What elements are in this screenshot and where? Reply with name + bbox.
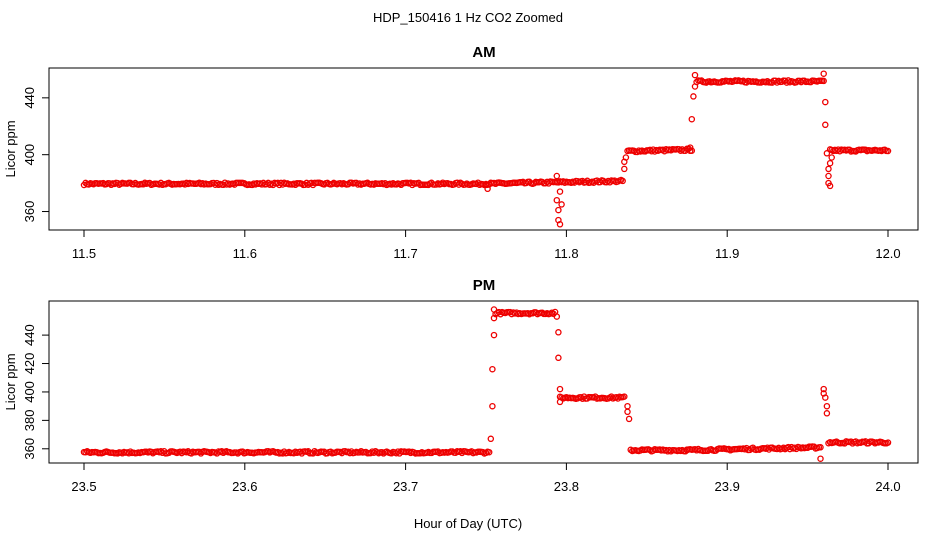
data-point: [691, 71, 699, 79]
data-point: [825, 172, 832, 180]
data-point: [820, 77, 827, 85]
data-point: [688, 115, 696, 123]
data-point: [556, 398, 564, 406]
data-point: [817, 455, 824, 462]
y-axis-label-pm: Licor ppm: [3, 353, 18, 410]
data-point: [484, 185, 491, 193]
data-point: [555, 354, 562, 362]
figure-title: HDP_150416 1 Hz CO2 Zoomed: [373, 10, 563, 25]
data-point: [820, 385, 827, 393]
plot-frame-pm: [48, 300, 919, 464]
data-point: [489, 365, 496, 373]
am-axes: 11.5 11.6 11.7 11.8 11.9 12.0 360 400 440: [22, 67, 919, 261]
panel-title-am: AM: [472, 44, 495, 61]
y-tick-label: 400: [22, 144, 37, 166]
data-point: [625, 415, 633, 423]
data-point: [556, 221, 564, 228]
y-tick-label: 360: [22, 438, 37, 460]
x-tick-label: 11.8: [554, 246, 578, 261]
x-tick-label: 23.9: [715, 479, 740, 494]
y-tick-label: 360: [22, 201, 37, 223]
x-tick-label: 11.6: [233, 246, 257, 261]
x-tick-label: 23.8: [554, 479, 579, 494]
data-point: [690, 93, 697, 100]
data-point: [823, 150, 831, 157]
data-point: [624, 408, 631, 416]
data-point: [823, 402, 831, 410]
y-axis-label-am: Licor ppm: [3, 120, 18, 177]
data-point: [822, 98, 829, 106]
data-point: [487, 435, 495, 443]
data-point: [826, 182, 834, 190]
data-point: [817, 444, 824, 451]
x-tick-label: 23.5: [71, 479, 96, 494]
data-point: [691, 83, 699, 90]
data-point: [822, 121, 829, 129]
data-point: [825, 165, 832, 173]
y-tick-label: 400: [22, 381, 37, 403]
y-tick-label: 380: [22, 410, 37, 432]
pm-points: [80, 306, 892, 462]
am-panel: AM Licor ppm 11.5 11.6 11.7 11.8 11.9 12.0 360…: [3, 44, 919, 261]
data-point: [556, 385, 564, 393]
x-tick-label: 11.9: [715, 246, 739, 261]
data-point: [621, 393, 628, 400]
data-point: [490, 314, 498, 322]
x-tick-label: 11.7: [393, 246, 417, 261]
x-tick-label: 23.6: [232, 479, 257, 494]
data-point: [490, 331, 498, 339]
data-point: [485, 448, 493, 456]
data-point: [826, 159, 834, 167]
data-point: [621, 165, 628, 173]
data-point: [555, 206, 562, 214]
data-point: [558, 201, 565, 208]
pm-panel: PM Licor ppm 23.5 23.6 23.7 23.8 23.9 24.0 360…: [3, 277, 919, 494]
panel-title-pm: PM: [473, 277, 496, 294]
data-point: [553, 313, 561, 320]
data-point: [828, 154, 835, 161]
x-tick-label: 12.0: [875, 246, 900, 261]
data-point: [686, 144, 694, 151]
data-point: [622, 154, 630, 161]
plot-frame-am: [48, 67, 919, 231]
data-point: [553, 196, 561, 204]
data-point: [555, 329, 562, 336]
data-point: [624, 402, 631, 410]
data-point: [820, 70, 827, 77]
x-tick-label: 11.5: [72, 246, 96, 261]
y-tick-label: 440: [22, 324, 37, 346]
data-point: [822, 394, 829, 401]
x-tick-label: 24.0: [875, 479, 900, 494]
data-point: [553, 172, 561, 180]
data-point: [688, 147, 696, 154]
data-point: [884, 439, 892, 446]
y-tick-label: 440: [22, 87, 37, 109]
am-points: [80, 70, 892, 228]
data-point: [823, 410, 831, 417]
data-point: [884, 147, 892, 155]
data-point: [489, 402, 496, 410]
data-point: [556, 188, 564, 195]
data-point: [619, 177, 626, 185]
y-tick-label: 420: [22, 353, 37, 375]
data-point: [490, 306, 498, 313]
pm-axes: 23.5 23.6 23.7 23.8 23.9 24.0 360 380 400 420 440: [22, 300, 919, 494]
x-axis-label: Hour of Day (UTC): [414, 516, 522, 531]
x-tick-label: 23.7: [393, 479, 418, 494]
